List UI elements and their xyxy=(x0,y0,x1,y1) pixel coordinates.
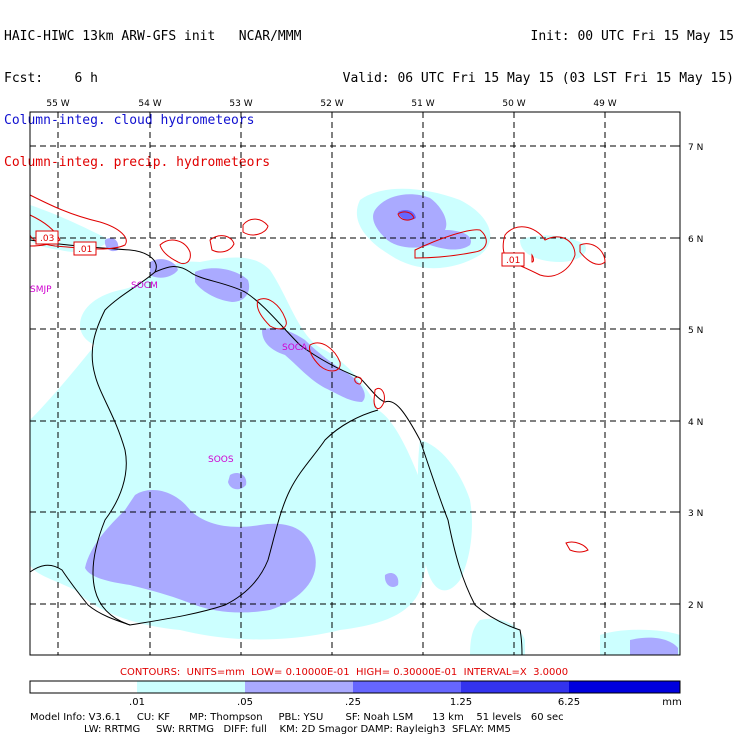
colorbar-tick-1: .01 xyxy=(129,697,145,708)
lat-label-5n: 5 N xyxy=(688,326,703,336)
contour-label-group: .03 .01 .01 xyxy=(35,230,525,267)
lat-lon-grid xyxy=(30,112,680,655)
colorbar: .01 .05 .25 1.25 6.25 mm xyxy=(29,680,682,708)
axis-ticks xyxy=(57,112,680,605)
header-right: Init: 00 UTC Fri 15 May 15 Valid: 06 UTC… xyxy=(343,2,734,100)
colorbar-tick-3: .25 xyxy=(345,697,361,708)
map-frame xyxy=(29,111,681,656)
lon-label-51w: 51 W xyxy=(411,99,434,109)
longitude-labels: 55 W 54 W 53 W 52 W 51 W 50 W 49 W xyxy=(46,99,616,109)
lon-label-53w: 53 W xyxy=(229,99,252,109)
station-soca: SOCA xyxy=(282,343,308,353)
model-title: HAIC-HIWC 13km ARW-GFS init NCAR/MMM xyxy=(4,29,302,44)
cloud-fill-layer xyxy=(30,188,680,655)
valid-time: Valid: 06 UTC Fri 15 May 15 (03 LST Fri … xyxy=(342,71,734,86)
colorbar-tick-4: 1.25 xyxy=(450,697,472,708)
colorbar-unit: mm xyxy=(662,697,681,708)
contour-label-3: .01 xyxy=(506,256,520,266)
lat-label-7n: 7 N xyxy=(688,143,703,153)
station-smjp: SMJP xyxy=(30,285,52,295)
contour-label-1: .03 xyxy=(40,234,54,244)
lat-label-2n: 2 N xyxy=(688,601,703,611)
forecast-hour: Fcst: 6 h xyxy=(4,71,98,86)
lat-label-6n: 6 N xyxy=(688,235,703,245)
colorbar-tick-5: 6.25 xyxy=(558,697,580,708)
latitude-labels: 7 N 6 N 5 N 4 N 3 N 2 N xyxy=(688,143,703,611)
colorbar-tick-2: .05 xyxy=(237,697,253,708)
lat-label-3n: 3 N xyxy=(688,509,703,519)
init-time: Init: 00 UTC Fri 15 May 15 xyxy=(530,29,735,44)
lon-label-49w: 49 W xyxy=(593,99,616,109)
contour-label-2: .01 xyxy=(78,245,92,255)
station-socm: SOCM xyxy=(131,281,158,291)
footer-model-info-2: LW: RRTMG SW: RRTMG DIFF: full KM: 2D Sm… xyxy=(30,724,511,735)
field-label-precip: Column-integ. precip. hydrometeors xyxy=(4,155,271,170)
station-soos: SOOS xyxy=(208,455,234,465)
lon-label-52w: 52 W xyxy=(320,99,343,109)
lat-label-4n: 4 N xyxy=(688,418,703,428)
contour-info: CONTOURS: UNITS=mm LOW= 0.10000E-01 HIGH… xyxy=(120,667,569,678)
lon-label-54w: 54 W xyxy=(138,99,161,109)
field-label-cloud: Column-integ. cloud hydrometeors xyxy=(4,113,255,128)
footer-model-info-1: Model Info: V3.6.1 CU: KF MP: Thompson P… xyxy=(30,712,564,723)
header-left: HAIC-HIWC 13km ARW-GFS init NCAR/MMM Fcs… xyxy=(4,2,301,184)
lon-label-55w: 55 W xyxy=(46,99,69,109)
lon-label-50w: 50 W xyxy=(502,99,525,109)
station-labels: SMJP SOCM SOCA SOOS xyxy=(30,281,308,465)
